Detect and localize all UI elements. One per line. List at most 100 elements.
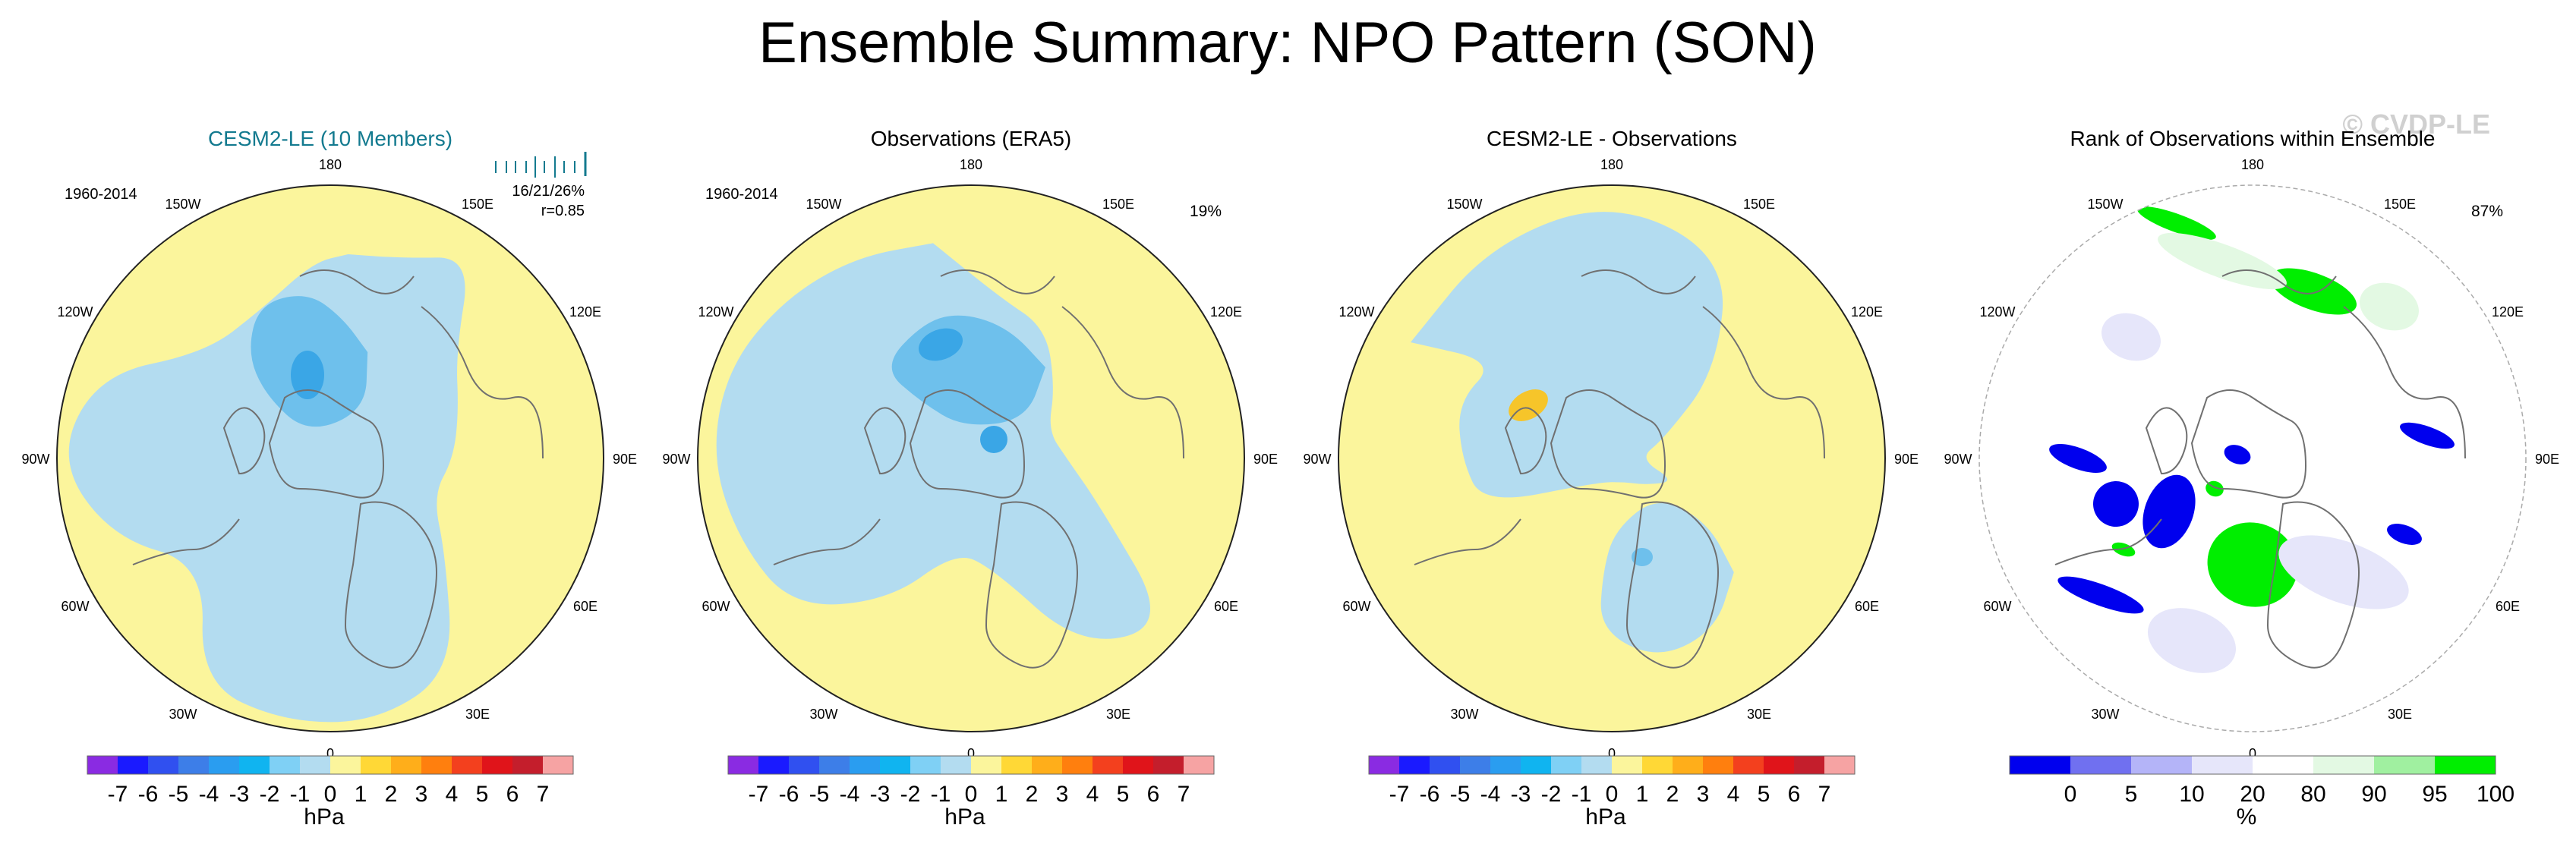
colorbar: -7 -6 -5 -4 -3 -2 -1 0 1 2 3 4 5 6 7 hPa xyxy=(727,755,1215,830)
colorbar-box xyxy=(1369,756,1400,774)
lon-label: 30E xyxy=(1747,707,1771,722)
coastline xyxy=(1702,306,1825,459)
lon-label: 60E xyxy=(2496,599,2520,614)
colorbar-box xyxy=(2131,756,2193,774)
colorbar-label: 0 xyxy=(965,782,978,807)
colorbar-label: 2 xyxy=(1026,782,1039,807)
lon-label: 180 xyxy=(1600,157,1623,172)
rank-patch xyxy=(2147,608,2237,673)
colorbar-box xyxy=(1521,756,1552,774)
map-border xyxy=(56,184,604,732)
colorbar-label: 4 xyxy=(446,782,459,807)
colorbar-box xyxy=(2192,756,2253,774)
colorbar-label: -5 xyxy=(809,782,830,807)
panels: CESM2-LE (10 Members)180150E120E90E60E30… xyxy=(21,127,2559,830)
colorbar-box xyxy=(1123,756,1154,774)
colorbar-box xyxy=(1642,756,1673,774)
colorbar-label: -3 xyxy=(1511,782,1531,807)
panel-title: CESM2-LE (10 Members) xyxy=(208,127,452,150)
rank-patch xyxy=(2111,542,2136,557)
colorbar-label: -3 xyxy=(229,782,250,807)
colorbar-box xyxy=(1399,756,1430,774)
colorbar-box xyxy=(1764,756,1795,774)
colorbar-label: -5 xyxy=(1450,782,1471,807)
lon-label: 150E xyxy=(462,197,493,212)
colorbar-box xyxy=(1001,756,1033,774)
colorbar-label: 95 xyxy=(2422,782,2447,807)
coastline xyxy=(2190,389,2307,499)
colorbar-box xyxy=(758,756,790,774)
colorbar-label: 0 xyxy=(1606,782,1619,807)
stats-label: 16/21/26% xyxy=(512,183,585,200)
colorbar-box xyxy=(148,756,179,774)
colorbar-box xyxy=(1430,756,1461,774)
colorbar-label: -1 xyxy=(290,782,311,807)
anomaly-core xyxy=(291,351,324,399)
colorbar-label: 1 xyxy=(1636,782,1649,807)
colorbar-label: 0 xyxy=(2064,782,2077,807)
colorbar-label: 90 xyxy=(2361,782,2386,807)
lon-label: 120E xyxy=(1210,304,1242,320)
lon-label: 60W xyxy=(1983,599,2011,614)
colorbar-box xyxy=(1703,756,1734,774)
colorbar-box xyxy=(270,756,301,774)
colorbar-outline xyxy=(1368,755,1856,775)
coastline xyxy=(1414,518,1521,565)
rank-patch xyxy=(2137,206,2216,240)
colorbar-box xyxy=(1673,756,1704,774)
coastline xyxy=(222,407,266,475)
colorbar-label: -6 xyxy=(138,782,159,807)
rank-patch xyxy=(2224,445,2251,464)
colorbar-box xyxy=(1733,756,1764,774)
colorbar-box xyxy=(1551,756,1582,774)
colorbar-label: 3 xyxy=(1056,782,1069,807)
lon-label: 30E xyxy=(465,707,490,722)
anomaly-core xyxy=(980,426,1007,453)
colorbar-label: 5 xyxy=(476,782,489,807)
lon-label: 150E xyxy=(1743,197,1775,212)
lon-label: 90E xyxy=(1253,452,1278,467)
colorbar-label: -7 xyxy=(108,782,128,807)
colorbar-units: % xyxy=(2237,804,2257,830)
rank-patch xyxy=(2400,422,2455,449)
coastline xyxy=(344,501,438,669)
colorbar-label: 4 xyxy=(1727,782,1740,807)
lon-label: 60W xyxy=(1342,599,1370,614)
colorbar-label: -2 xyxy=(1541,782,1562,807)
rank-patch xyxy=(2158,232,2287,290)
colorbar-box xyxy=(209,756,240,774)
panel-title: Rank of Observations within Ensemble xyxy=(2070,127,2436,150)
colorbar-box xyxy=(2313,756,2375,774)
colorbar-box xyxy=(330,756,361,774)
colorbar-label: -6 xyxy=(779,782,799,807)
rank-patch xyxy=(2387,524,2422,545)
lon-label: 60E xyxy=(573,599,597,614)
anomaly-core xyxy=(1509,389,1548,421)
percent-label: 87% xyxy=(2471,203,2503,220)
coastline xyxy=(985,501,1079,669)
colorbar-label: -7 xyxy=(749,782,769,807)
rank-patch xyxy=(2278,535,2409,609)
colorbar-label: -7 xyxy=(1389,782,1410,807)
colorbar-outline xyxy=(2009,755,2496,775)
colorbar-box xyxy=(239,756,270,774)
colorbar-box xyxy=(452,756,483,774)
colorbar-units: hPa xyxy=(944,804,985,830)
lon-label: 90W xyxy=(1944,452,1972,467)
rank-patch xyxy=(2093,481,2139,527)
colorbar-label: 7 xyxy=(1178,782,1190,807)
colorbar-outline xyxy=(727,755,1215,775)
rank-patch xyxy=(2057,576,2144,614)
colorbar-label: -6 xyxy=(1420,782,1440,807)
coastline xyxy=(773,518,881,565)
colorbar-label: 5 xyxy=(1758,782,1770,807)
lon-label: 180 xyxy=(319,157,342,172)
panel-2: Observations (ERA5) 180 150E 120E 90E 60E 30E 0… xyxy=(662,127,1278,830)
lon-label: 120E xyxy=(569,304,601,320)
colorbar-label: 6 xyxy=(506,782,519,807)
panel-4: Rank of Observations within Ensemble 180 1… xyxy=(1944,127,2559,830)
rank-patch xyxy=(2101,313,2161,361)
colorbar-label: 0 xyxy=(324,782,337,807)
lon-label: 60W xyxy=(61,599,89,614)
colorbar-box xyxy=(789,756,820,774)
